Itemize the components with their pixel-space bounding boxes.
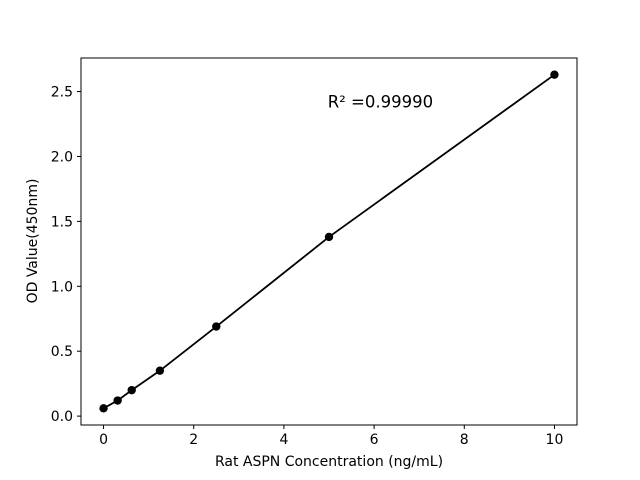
y-tick-label: 1.0 [51,279,73,295]
y-tick-label: 2.5 [51,85,73,101]
x-tick-label: 6 [370,432,379,448]
data-point [113,396,122,405]
data-point [324,232,334,242]
curve-line [102,73,556,410]
x-tick-label: 8 [460,432,469,448]
x-tick-label: 2 [189,432,198,448]
data-point [212,322,221,331]
plot-frame [80,57,578,426]
y-axis-label: OD Value(450nm) [25,178,41,304]
data-point [99,404,108,413]
data-point [550,70,559,79]
x-axis-label: Rat ASPN Concentration (ng/mL) [214,454,444,470]
x-tick-label: 0 [99,432,108,448]
y-tick-label: 0.0 [51,409,73,425]
x-tick-label: 4 [279,432,288,448]
y-tick-label: 0.5 [51,344,73,360]
data-point [127,385,136,395]
data-point [155,366,165,375]
x-tick-label: 10 [546,432,564,448]
y-tick-label: 1.5 [51,214,73,230]
r-squared-annotation: R² =0.99990 [327,92,434,112]
y-tick-label: 2.0 [51,149,73,165]
